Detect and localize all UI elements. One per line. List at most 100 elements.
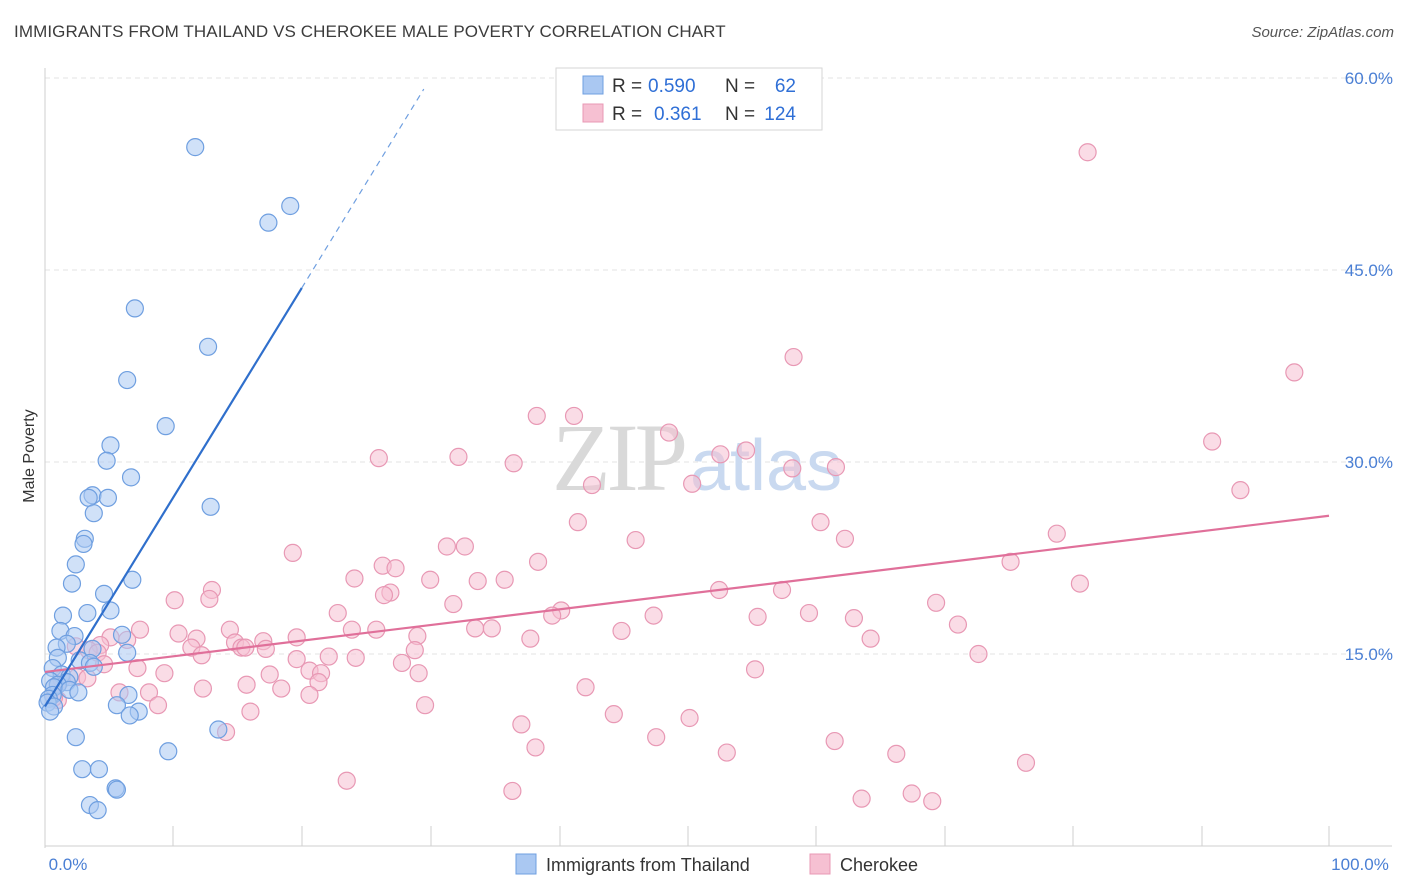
cherokee-point-29 [345, 569, 364, 588]
cherokee-point-7 [736, 441, 756, 460]
cherokee-point-12 [783, 459, 802, 478]
cherokee-point-106 [148, 696, 168, 715]
legend-swatch-thailand [582, 75, 604, 95]
cherokee-point-45 [644, 606, 663, 625]
thailand-point-52 [120, 706, 139, 725]
cherokee-point-39 [200, 589, 219, 609]
cherokee-point-58 [130, 620, 150, 639]
cherokee-point-84 [745, 660, 765, 679]
cherokee-point-107 [241, 702, 260, 721]
bottom-legend-swatch-cherokee [809, 853, 831, 875]
cherokee-point-77 [969, 644, 988, 664]
legend-n-value-thailand: 62 [775, 76, 796, 97]
cherokee-point-21 [835, 529, 855, 548]
thailand-point-0 [186, 138, 205, 157]
cherokee-point-2 [1285, 363, 1304, 382]
cherokee-point-0 [1078, 143, 1097, 162]
cherokee-point-120 [852, 789, 871, 808]
cherokee-point-56 [482, 619, 501, 638]
cherokee-point-114 [526, 738, 545, 757]
cherokee-point-15 [683, 474, 702, 493]
cherokee-point-73 [256, 639, 275, 658]
y-tick-label-1: 30.0% [1345, 453, 1393, 472]
thailand-point-56 [73, 760, 92, 779]
cherokee-point-112 [647, 728, 666, 747]
cherokee-point-42 [444, 594, 463, 614]
cherokee-point-20 [626, 530, 645, 550]
cherokee-point-31 [468, 571, 487, 591]
thailand-point-50 [41, 702, 60, 721]
legend-r-label-cherokee: R = [612, 104, 642, 125]
cherokee-point-44 [328, 603, 347, 623]
cherokee-point-13 [826, 458, 846, 477]
thailand-point-53 [159, 742, 178, 761]
cherokee-point-14 [582, 475, 602, 495]
gridlines [45, 77, 1392, 655]
cherokee-point-88 [155, 664, 174, 683]
cherokee-point-99 [576, 678, 595, 697]
cherokee-point-10 [711, 445, 730, 464]
legend-n-label-cherokee: N = [725, 104, 755, 125]
thailand-point-55 [66, 728, 85, 747]
cherokee-point-117 [1016, 753, 1036, 772]
cherokee-point-33 [1070, 574, 1090, 593]
thailand-point-47 [119, 685, 138, 705]
bottom-legend-swatch-thailand [515, 853, 537, 875]
thailand-point-43 [69, 683, 88, 702]
thailand-point-22 [78, 603, 97, 623]
thailand-point-1 [281, 196, 300, 216]
legend-n-label-thailand: N = [725, 76, 755, 97]
cherokee-point-98 [272, 679, 291, 698]
cherokee-point-16 [1231, 481, 1250, 500]
cherokee-point-116 [887, 744, 906, 763]
bottom-legend-label-thailand: Immigrants from Thailand [546, 855, 750, 875]
cherokee-point-119 [503, 781, 522, 801]
cherokee-point-18 [811, 513, 830, 532]
cherokee-point-80 [287, 650, 306, 669]
thailand-point-3 [125, 299, 144, 318]
cherokee-point-17 [568, 513, 587, 532]
cherokee-point-94 [309, 673, 328, 692]
thailand-trend-line [44, 287, 303, 708]
cherokee-point-3 [527, 406, 546, 426]
y-tick-label-0: 15.0% [1345, 645, 1393, 664]
y-tick-label-3: 60.0% [1345, 69, 1393, 88]
cherokee-point-118 [337, 771, 356, 790]
cherokee-point-30 [421, 570, 440, 589]
cherokee-point-60 [287, 628, 306, 647]
cherokee-point-51 [169, 624, 188, 643]
thailand-point-14 [201, 497, 220, 516]
x-tick-label-min: 0.0% [49, 855, 88, 874]
watermark-atlas: atlas [690, 426, 842, 506]
cherokee-point-8 [369, 449, 388, 468]
cherokee-point-55 [466, 619, 485, 638]
cherokee-point-81 [346, 648, 365, 667]
cherokee-point-19 [1047, 524, 1066, 543]
cherokee-point-102 [300, 685, 319, 705]
cherokee-point-96 [237, 675, 256, 694]
cherokee-point-105 [415, 696, 435, 715]
cherokee-point-74 [405, 641, 424, 660]
y-tick-labels: 15.0% 30.0% 45.0% 60.0% [1345, 69, 1393, 664]
cherokee-point-5 [659, 423, 679, 442]
cherokee-point-38 [374, 586, 394, 605]
cherokee-point-82 [392, 653, 412, 673]
cherokee-point-54 [367, 620, 386, 639]
y-axis-label: Male Poverty [21, 409, 38, 502]
thailand-trend-extension [301, 88, 425, 289]
legend-r-value-cherokee: 0.361 [654, 104, 702, 125]
thailand-point-54 [209, 720, 228, 739]
y-tick-label-2: 45.0% [1345, 261, 1393, 280]
cherokee-point-40 [165, 591, 184, 610]
legend-r-label-thailand: R = [612, 76, 642, 97]
cherokee-point-113 [825, 731, 844, 751]
x-axis-ticks [172, 826, 1330, 846]
cherokee-point-25 [528, 552, 548, 571]
cherokee-point-89 [260, 665, 279, 684]
cherokee-point-57 [612, 621, 631, 641]
chart-title: IMMIGRANTS FROM THAILAND VS CHEROKEE MAL… [14, 22, 726, 41]
cherokee-point-78 [192, 646, 211, 665]
thailand-point-13 [84, 504, 103, 523]
cherokee-point-41 [926, 593, 946, 612]
